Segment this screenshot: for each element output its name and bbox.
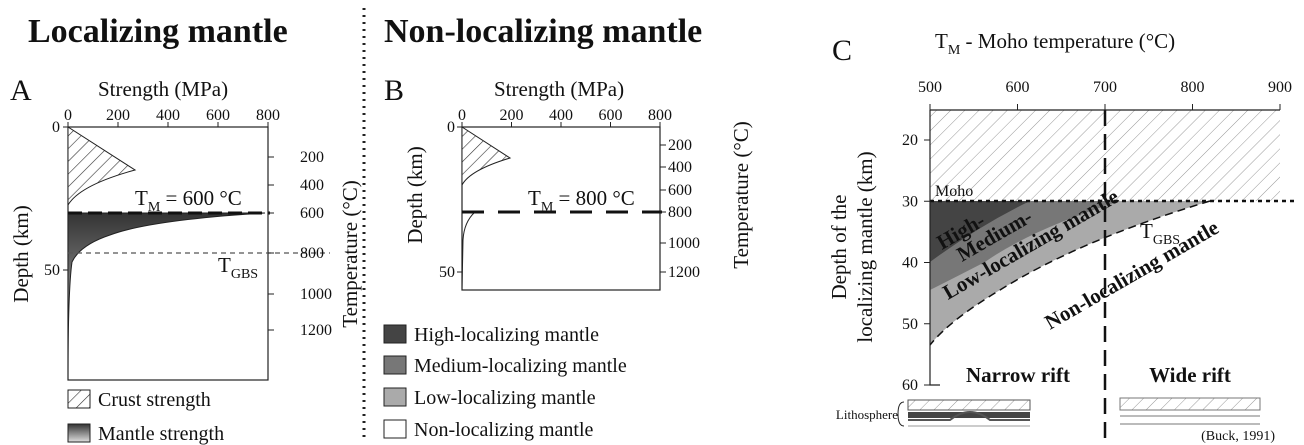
y2-tick-label: 600 (668, 182, 692, 199)
legend-label: High-localizing mantle (414, 324, 599, 346)
x-tick-label: 600 (599, 107, 623, 124)
lithosphere-label: Lithosphere (836, 407, 898, 422)
heading-left: Localizing mantle (28, 13, 288, 50)
y-tick-label: 0 (52, 119, 60, 136)
y2-tick-label: 1000 (668, 235, 700, 252)
panel-c: C TM - Moho temperature (°C) Moho High- … (827, 29, 1295, 444)
legend-b: High-localizing mantle Medium-localizing… (383, 324, 627, 441)
x-tick-label: 400 (156, 107, 180, 124)
y2-tick-label: 400 (668, 159, 692, 176)
brace (897, 401, 905, 427)
citation: (Buck, 1991) (1201, 429, 1275, 444)
tm-label: TM = 600 °C (135, 186, 242, 215)
y-tick-label: 50 (439, 264, 455, 281)
y2-tick-label: 600 (300, 205, 324, 222)
y-label: Depth (km) (403, 146, 427, 243)
legend-swatch (383, 324, 407, 344)
y2-label: Temperature (°C) (729, 121, 753, 268)
x-tick-label: 600 (206, 107, 230, 124)
y-tick-label: 40 (902, 255, 918, 272)
legend-label: Medium-localizing mantle (414, 355, 627, 377)
panel-letter: C (832, 34, 852, 67)
legend-label: Crust strength (98, 389, 211, 411)
y2-tick-label: 200 (668, 137, 692, 154)
x-tick-label: 800 (1181, 79, 1205, 96)
x-tick-label: 200 (106, 107, 130, 124)
y-label: Depth (km) (9, 205, 33, 302)
moho-label: Moho (935, 183, 973, 200)
legend-label: Low-localizing mantle (414, 387, 596, 409)
tgbs-label: TGBS (218, 253, 258, 282)
x-tick-label: 800 (648, 107, 672, 124)
panel-letter: B (384, 74, 404, 107)
y-label: Depth of the (827, 195, 851, 300)
y2-tick-label: 800 (668, 204, 692, 221)
mantle-strength (461, 211, 477, 291)
legend-label: Non-localizing mantle (414, 419, 594, 441)
x-tick-label: 200 (500, 107, 524, 124)
c-title: TM - Moho temperature (°C) (935, 29, 1175, 58)
y2-tick-label: 1200 (300, 322, 332, 339)
mantle-strength (67, 212, 266, 381)
y-label: localizing mantle (km) (853, 151, 877, 342)
wide-rift-sketch (1119, 397, 1261, 425)
tm-label: TM = 800 °C (528, 186, 635, 215)
x-tick-label: 800 (256, 107, 280, 124)
tgbs-label: TGBS (1140, 219, 1180, 248)
y-tick-label: 50 (902, 316, 918, 333)
x-tick-label: 400 (549, 107, 573, 124)
legend-swatch (67, 389, 91, 409)
x-tick-label: 0 (458, 107, 466, 124)
tgbs-curve (929, 200, 1211, 346)
wide-rift: Wide rift (1149, 363, 1231, 387)
x-label: Strength (MPa) (494, 77, 624, 101)
y2-tick-label: 200 (300, 149, 324, 166)
x-tick-label: 500 (918, 79, 942, 96)
legend-a: Crust strength Mantle strength (67, 389, 224, 445)
narrow-rift-sketch (907, 399, 1031, 427)
y-tick-label: 50 (44, 262, 60, 279)
narrow-rift: Narrow rift (966, 363, 1070, 387)
y2-tick-label: 800 (300, 245, 324, 262)
y2-tick-label: 1000 (300, 286, 332, 303)
legend-swatch (383, 355, 407, 375)
legend-swatch (67, 423, 91, 443)
panel-b: B Strength (MPa) TM = 800 °C Depth (km) … (384, 74, 753, 291)
high-zone (930, 201, 1030, 262)
legend-swatch (383, 387, 407, 407)
y-tick-label: 20 (902, 132, 918, 149)
crust-strength (67, 126, 137, 207)
legend-swatch (383, 419, 407, 439)
panel-a: A Strength (MPa) TM = 600 °C TGBS Depth … (9, 74, 362, 381)
crust-strength (461, 126, 512, 186)
legend-label: Mantle strength (98, 423, 224, 445)
y2-tick-label: 1200 (668, 264, 700, 281)
x-tick-label: 700 (1093, 79, 1117, 96)
x-tick-label: 600 (1006, 79, 1030, 96)
y-tick-label: 0 (447, 119, 455, 136)
x-tick-label: 0 (64, 107, 72, 124)
y2-tick-label: 400 (300, 177, 324, 194)
x-label: Strength (MPa) (98, 77, 228, 101)
x-tick-label: 900 (1268, 79, 1292, 96)
heading-right: Non-localizing mantle (384, 13, 702, 50)
panel-letter: A (10, 74, 32, 107)
y2-label: Temperature (°C) (338, 180, 362, 327)
y-tick-label: 60 (902, 377, 918, 394)
y-tick-label: 30 (902, 193, 918, 210)
